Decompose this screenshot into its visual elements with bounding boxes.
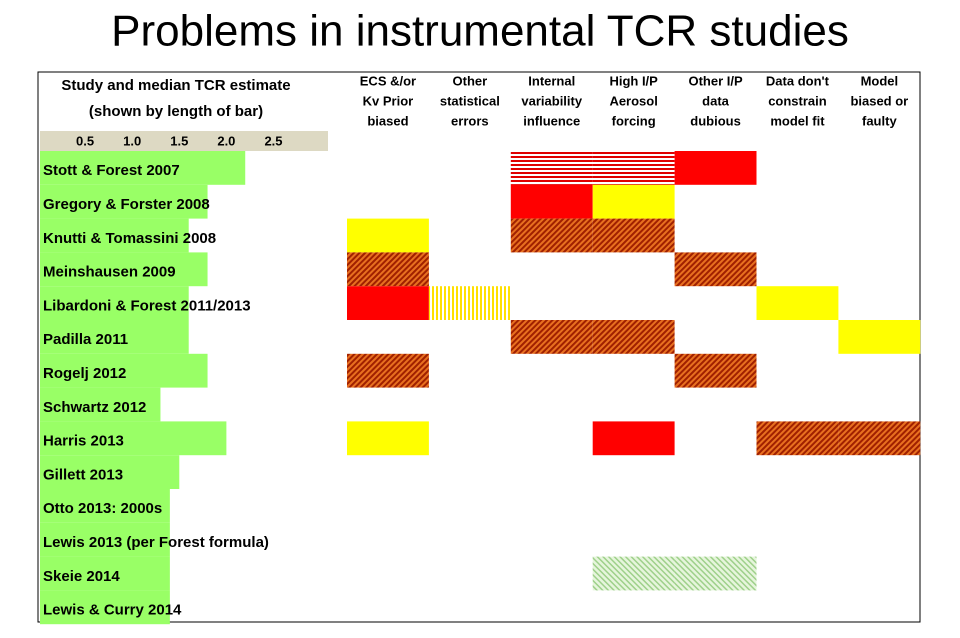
- row-label: Skeie 2014: [43, 568, 120, 585]
- column-header: Other I/P: [688, 73, 743, 88]
- row-label: Gregory & Forster 2008: [43, 196, 210, 213]
- problem-cell: [347, 218, 429, 253]
- column-header: influence: [523, 113, 580, 128]
- column-header: model fit: [770, 113, 825, 128]
- problem-cell: [756, 421, 839, 456]
- row-label: Gillett 2013: [43, 466, 123, 483]
- column-header: faulty: [862, 113, 897, 128]
- row-label: Harris 2013: [43, 433, 124, 450]
- x-tick-label: 2.0: [217, 133, 235, 148]
- problem-cell: [674, 252, 757, 287]
- problem-cell: [347, 353, 429, 388]
- row-label: Otto 2013: 2000s: [43, 500, 162, 517]
- axis-header: (shown by length of bar): [89, 103, 263, 120]
- column-header: Kv Prior: [363, 93, 414, 108]
- row-label: Stott & Forest 2007: [43, 162, 180, 179]
- problem-cell: [674, 151, 757, 185]
- axis-header: Study and median TCR estimate: [61, 77, 290, 94]
- problem-cell: [428, 286, 511, 320]
- column-header: Data don't: [766, 73, 830, 88]
- bar: [40, 252, 208, 287]
- problem-cell: [674, 556, 757, 591]
- x-tick-label: 2.5: [264, 133, 282, 148]
- row-label: Libardoni & Forest 2011/2013: [43, 297, 251, 314]
- tick-band: [40, 131, 328, 151]
- column-header: Internal: [528, 73, 575, 88]
- row-label: Knutti & Tomassini 2008: [43, 230, 216, 247]
- bar: [40, 556, 170, 591]
- column-header: dubious: [690, 113, 741, 128]
- problem-cell: [510, 320, 593, 354]
- bar: [40, 489, 170, 523]
- problem-cell: [347, 421, 429, 456]
- column-header: Aerosol: [609, 93, 657, 108]
- row-label: Schwartz 2012: [43, 399, 146, 416]
- column-header: variability: [521, 93, 582, 108]
- column-header: errors: [451, 113, 489, 128]
- column-header: data: [702, 93, 730, 108]
- x-tick-label: 1.5: [170, 133, 188, 148]
- row-label: Lewis 2013 (per Forest formula): [43, 534, 269, 551]
- problem-cell: [347, 286, 429, 320]
- problem-cell: [510, 151, 593, 185]
- row-label: Padilla 2011: [43, 331, 128, 348]
- x-tick-label: 0.5: [76, 133, 94, 148]
- problem-cell: [838, 421, 921, 456]
- bar: [40, 421, 227, 456]
- problem-cell: [592, 218, 675, 253]
- problem-cell: [592, 556, 675, 591]
- column-header: High I/P: [609, 73, 658, 88]
- problem-cell: [347, 252, 429, 287]
- bar: [40, 218, 189, 253]
- column-header: constrain: [768, 93, 827, 108]
- bar: [40, 387, 161, 422]
- bar: [40, 590, 170, 625]
- column-header: forcing: [612, 113, 656, 128]
- problem-cell: [510, 184, 593, 219]
- row-label: Rogelj 2012: [43, 365, 126, 382]
- problem-cell: [592, 151, 675, 185]
- row-label: Lewis & Curry 2014: [43, 602, 182, 619]
- bar: [40, 184, 208, 219]
- problem-cell: [838, 320, 921, 354]
- problem-cell: [592, 421, 675, 456]
- problem-cell: [592, 184, 675, 219]
- column-header: Model: [861, 73, 899, 88]
- row-label: Meinshausen 2009: [43, 264, 176, 281]
- column-header: biased or: [850, 93, 908, 108]
- problem-cell: [592, 320, 675, 354]
- problem-cell: [756, 286, 839, 320]
- bar: [40, 286, 189, 320]
- x-tick-label: 1.0: [123, 133, 141, 148]
- column-header: ECS &/or: [360, 73, 416, 88]
- bar: [40, 522, 170, 557]
- bar: [40, 151, 246, 185]
- column-header: statistical: [440, 93, 500, 108]
- bar: [40, 353, 208, 388]
- bar: [40, 320, 189, 354]
- problem-cell: [510, 218, 593, 253]
- problem-cell: [674, 353, 757, 388]
- bar: [40, 455, 180, 489]
- column-header: biased: [367, 113, 408, 128]
- chart-title: Problems in instrumental TCR studies: [111, 7, 849, 56]
- column-header: Other: [453, 73, 488, 88]
